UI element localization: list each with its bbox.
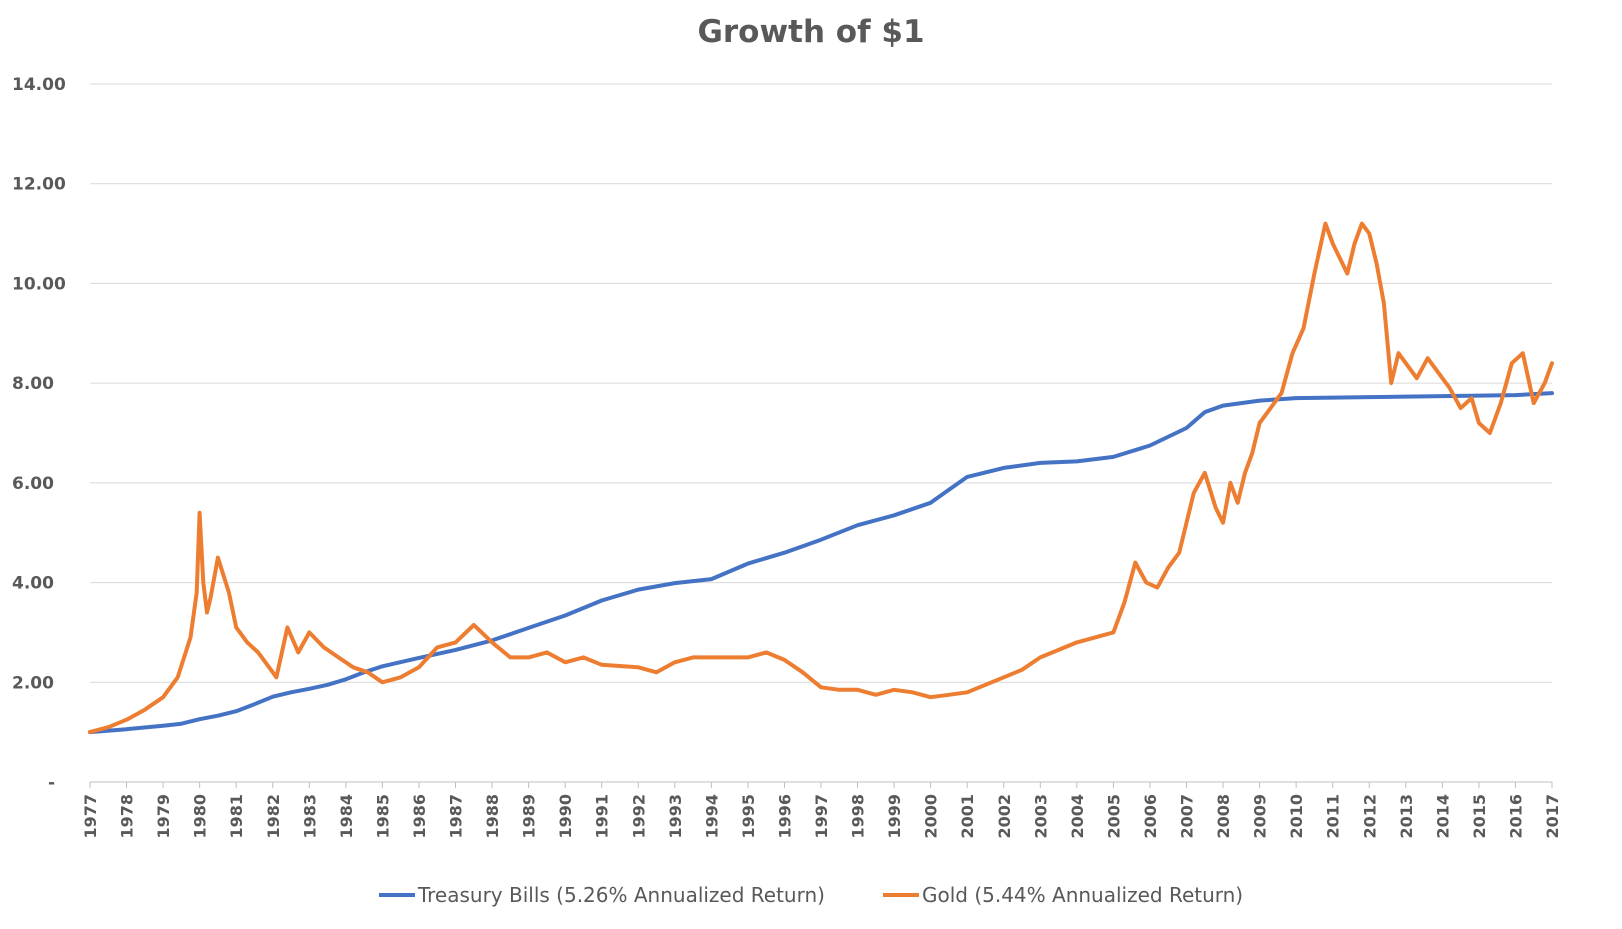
y-tick-label: 2.00 xyxy=(12,673,54,693)
series-line-treasury-bills xyxy=(88,391,1554,735)
x-tick-label: 2015 xyxy=(1470,794,1489,839)
y-tick-label: 4.00 xyxy=(12,574,54,594)
x-tick-label: 1977 xyxy=(81,794,100,839)
x-tick-label: 1988 xyxy=(483,794,502,839)
x-tick-label: 1982 xyxy=(264,794,283,839)
legend-item-gold: Gold (5.44% Annualized Return) xyxy=(882,883,1244,907)
x-tick-label: 2006 xyxy=(1141,794,1160,839)
x-tick-label: 2017 xyxy=(1543,794,1562,839)
legend-swatch-gold xyxy=(882,893,919,897)
y-tick-label: 12.00 xyxy=(12,175,66,195)
x-tick-label: 2002 xyxy=(995,794,1014,839)
x-tick-label: 1999 xyxy=(885,794,904,839)
y-tick-label: 6.00 xyxy=(12,474,54,494)
x-tick-label: 1985 xyxy=(373,794,392,839)
x-tick-label: 1990 xyxy=(556,794,575,839)
x-tick-label: 1978 xyxy=(118,794,137,839)
x-tick-label: 2000 xyxy=(922,794,941,839)
legend-item-treasury-bills: Treasury Bills (5.26% Annualized Return) xyxy=(378,883,825,907)
x-tick-label: 2012 xyxy=(1360,794,1379,839)
x-tick-label: 2009 xyxy=(1251,794,1270,839)
x-tick-label: 2007 xyxy=(1178,794,1197,839)
y-tick-label: 10.00 xyxy=(12,274,66,294)
x-tick-label: 2003 xyxy=(1031,794,1050,839)
series-lines xyxy=(88,221,1554,735)
x-tick-label: 1994 xyxy=(702,794,721,839)
y-tick-label: - xyxy=(48,773,55,793)
x-tick-label: 1997 xyxy=(812,794,831,839)
x-tick-label: 1996 xyxy=(775,794,794,839)
series-line-gold xyxy=(88,221,1554,735)
x-tick-label: 1986 xyxy=(410,794,429,839)
x-axis-ticks: 1977 1978 1979 1980 1981 1982 1983 1984 1985 1986… xyxy=(81,794,1562,839)
x-tick-label: 2013 xyxy=(1397,794,1416,839)
y-axis-ticks: - 2.00 4.00 6.00 8.00 10.00 12.00 14.00 xyxy=(12,75,66,793)
legend: Treasury Bills (5.26% Annualized Return)… xyxy=(0,883,1622,907)
legend-swatch-treasury-bills xyxy=(378,893,415,897)
y-tick-label: 14.00 xyxy=(12,75,66,95)
x-tick-label: 1998 xyxy=(849,794,868,839)
x-tick-label: 2001 xyxy=(958,794,977,839)
x-tick-label: 2016 xyxy=(1506,794,1525,839)
x-tick-label: 1979 xyxy=(154,794,173,839)
x-tick-label: 1984 xyxy=(337,794,356,839)
x-axis xyxy=(89,781,1553,788)
x-tick-label: 1991 xyxy=(593,794,612,839)
x-tick-label: 1987 xyxy=(447,794,466,839)
x-tick-label: 2014 xyxy=(1433,794,1452,839)
x-tick-label: 2010 xyxy=(1287,794,1306,839)
x-tick-label: 1992 xyxy=(629,794,648,839)
x-tick-label: 1983 xyxy=(300,794,319,839)
x-tick-label: 2011 xyxy=(1324,794,1343,839)
legend-label-treasury-bills: Treasury Bills (5.26% Annualized Return) xyxy=(417,883,825,907)
x-tick-label: 2004 xyxy=(1068,794,1087,839)
x-tick-label: 1989 xyxy=(520,794,539,839)
x-tick-label: 2008 xyxy=(1214,794,1233,839)
gridlines xyxy=(90,83,1552,683)
y-tick-label: 8.00 xyxy=(12,374,54,394)
legend-label-gold: Gold (5.44% Annualized Return) xyxy=(921,883,1244,907)
x-tick-label: 1995 xyxy=(739,794,758,839)
x-tick-label: 1981 xyxy=(227,794,246,839)
x-tick-label: 1993 xyxy=(666,794,685,839)
x-tick-label: 2005 xyxy=(1104,794,1123,839)
x-tick-label: 1980 xyxy=(191,794,210,839)
chart-title: Growth of $1 xyxy=(697,14,925,50)
